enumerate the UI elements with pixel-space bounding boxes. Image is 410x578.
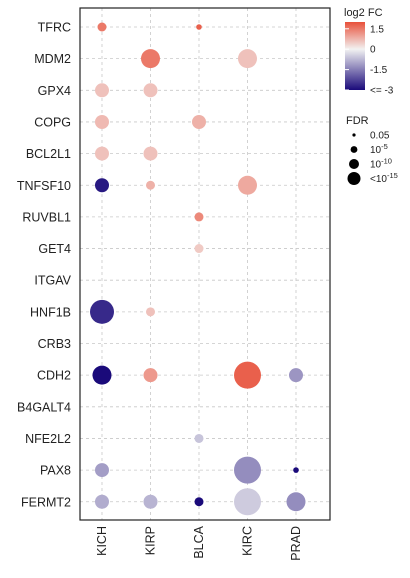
point-bcl2l1-kich [95,146,109,161]
point-mdm2-kirc [238,49,257,69]
gene-label-fermt2: FERMT2 [21,495,71,509]
size-legend-dot [349,159,359,169]
gene-label-bcl2l1: BCL2L1 [26,147,71,161]
gene-labels: TFRC MDM2 GPX4 COPG BCL2L1 TNFSF10 RUVBL1 GET4 I… [17,21,72,510]
gene-label-cdh2: CDH2 [37,369,71,383]
color-tick-label: -1.5 [370,65,388,76]
gene-label-ruvbl1: RUVBL1 [22,210,71,224]
data-points [90,22,306,516]
cancer-label-kirc: KIRC [241,526,255,556]
point-copg-kich [95,114,109,129]
point-fermt2-blca [194,497,204,507]
cancer-label-prad: PRAD [289,526,303,561]
cancer-label-kich: KICH [95,526,109,556]
cancer-label-kirp: KIRP [144,526,158,555]
point-cdh2-kirc [234,361,261,389]
point-fermt2-kich [95,494,109,509]
color-tick-label: <= -3 [370,86,394,97]
size-legend-dot [352,133,356,137]
color-legend-ticks: 1.5 0 -1.5 <= -3 [345,24,394,97]
grid-lines [80,8,330,520]
gene-label-gpx4: GPX4 [38,84,71,98]
point-hnf1b-kich [90,299,114,324]
point-nfe2l2-blca [194,433,204,443]
point-tnfsf10-kich [95,178,109,193]
size-legend-label: 0.05 [370,131,390,142]
point-tfrc-blca [196,24,202,30]
gene-label-crb3: CRB3 [38,337,71,351]
gene-label-itgav: ITGAV [34,274,71,288]
point-mdm2-kirp [141,49,160,69]
gene-label-tnfsf10: TNFSF10 [17,179,71,193]
point-copg-blca [192,114,206,129]
point-pax8-prad [293,467,299,473]
size-legend-dot [350,146,358,153]
gene-label-mdm2: MDM2 [34,52,71,66]
point-pax8-kirc [234,456,261,484]
point-fermt2-kirc [234,488,261,516]
size-legend-dot [347,172,361,185]
point-fermt2-kirp [143,494,158,509]
point-cdh2-prad [289,368,303,383]
point-tnfsf10-kirc [238,175,257,195]
point-cdh2-kirp [143,368,158,383]
gene-label-nfe2l2: NFE2L2 [25,432,71,446]
point-gpx4-kirp [143,83,158,98]
point-cdh2-kich [92,365,112,385]
size-legend-label: 10-5 [370,142,388,156]
gene-label-copg: COPG [34,115,71,129]
point-fermt2-prad [286,492,306,512]
size-legend-title: FDR [346,115,369,127]
cancer-labels: KICH KIRP BLCA KIRC PRAD [95,525,303,560]
point-ruvbl1-blca [194,212,204,222]
cancer-label-blca: BLCA [192,525,206,558]
plot-frame [79,7,331,521]
gene-label-get4: GET4 [38,242,71,256]
gene-label-pax8: PAX8 [40,464,71,478]
gene-label-tfrc: TFRC [38,21,71,35]
point-tnfsf10-kirp [146,180,155,190]
point-tfrc-kich [97,22,107,32]
point-get4-blca [194,244,204,254]
point-hnf1b-kirp [146,307,155,317]
size-legend-label: 10-10 [370,157,392,171]
color-legend-title: log2 FC [344,7,383,19]
color-legend-gradient [345,22,365,90]
color-tick-label: 0 [370,45,376,56]
gene-label-b4galt4: B4GALT4 [17,400,71,414]
point-bcl2l1-kirp [143,146,158,161]
size-legend-label: <10-15 [370,171,398,185]
color-tick-label: 1.5 [370,24,384,35]
gene-label-hnf1b: HNF1B [30,305,71,319]
color-legend: log2 FC 1.5 0 -1.5 <= -3 [344,7,394,97]
point-pax8-kich [95,463,109,478]
point-gpx4-kich [95,83,109,98]
